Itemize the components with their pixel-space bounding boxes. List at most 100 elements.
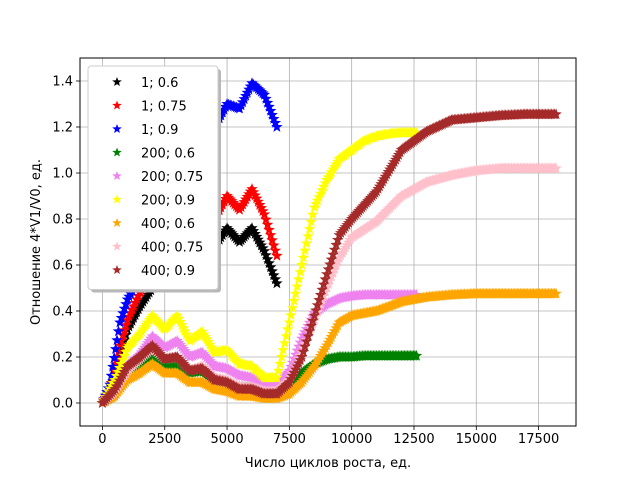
data-point bbox=[180, 328, 193, 340]
data-point bbox=[204, 369, 216, 381]
data-point bbox=[224, 347, 236, 359]
data-point bbox=[174, 315, 186, 327]
legend-marker bbox=[112, 194, 122, 204]
series-9 bbox=[96, 108, 562, 408]
series-group bbox=[96, 77, 562, 408]
y-tick-label: 1.4 bbox=[52, 75, 73, 90]
data-point bbox=[255, 239, 267, 251]
data-point bbox=[226, 227, 238, 239]
x-tick-label: 15000 bbox=[456, 432, 497, 447]
data-point bbox=[296, 351, 308, 362]
data-point bbox=[205, 356, 218, 368]
y-tick-label: 1.2 bbox=[52, 121, 73, 136]
data-point bbox=[275, 351, 288, 362]
legend-entry-label: 1; 0.9 bbox=[141, 123, 178, 138]
data-point bbox=[173, 336, 185, 348]
data-point bbox=[201, 351, 213, 363]
data-point bbox=[171, 351, 183, 362]
data-point bbox=[255, 202, 267, 213]
data-point bbox=[105, 369, 117, 381]
data-point bbox=[176, 356, 188, 367]
data-point bbox=[196, 325, 208, 337]
data-point bbox=[204, 338, 216, 350]
x-tick-label: 7500 bbox=[273, 432, 306, 447]
data-point bbox=[330, 238, 342, 250]
data-point bbox=[247, 186, 260, 198]
data-point bbox=[108, 352, 120, 363]
data-point bbox=[269, 244, 282, 256]
x-axis-label: Число циклов роста, ед. bbox=[245, 456, 411, 471]
data-point bbox=[266, 234, 278, 246]
data-point bbox=[155, 319, 168, 331]
data-point bbox=[112, 345, 125, 357]
data-point bbox=[117, 307, 129, 319]
data-point bbox=[207, 372, 219, 384]
data-point bbox=[263, 223, 275, 235]
data-point bbox=[258, 245, 271, 257]
data-point bbox=[226, 195, 238, 206]
legend-entry-label: 400; 0.6 bbox=[141, 217, 195, 232]
legend: 1; 0.6 1; 0.75 1; 0.9 200; 0.6 200; 0.75 200;… bbox=[87, 65, 221, 293]
data-point bbox=[254, 236, 266, 248]
data-point bbox=[229, 352, 241, 364]
data-point bbox=[299, 340, 311, 352]
y-tick-label: 0.8 bbox=[52, 213, 73, 228]
data-point bbox=[114, 339, 126, 351]
data-point bbox=[307, 208, 319, 220]
legend-entry-label: 400; 0.9 bbox=[141, 264, 195, 279]
data-point bbox=[148, 341, 160, 353]
data-point bbox=[232, 202, 244, 213]
data-point bbox=[268, 239, 280, 251]
data-point bbox=[285, 309, 297, 321]
data-point bbox=[271, 277, 283, 289]
data-point bbox=[300, 335, 313, 347]
data-point bbox=[109, 358, 122, 370]
data-point bbox=[249, 80, 261, 91]
data-point bbox=[310, 304, 322, 316]
data-point bbox=[316, 283, 328, 295]
data-point bbox=[263, 100, 275, 112]
data-point bbox=[232, 356, 244, 367]
data-point bbox=[261, 218, 274, 230]
data-point bbox=[249, 189, 261, 201]
data-point bbox=[148, 311, 160, 323]
data-point bbox=[269, 117, 282, 128]
legend-marker bbox=[112, 77, 122, 86]
data-point bbox=[307, 314, 319, 326]
data-point bbox=[294, 266, 306, 277]
data-point bbox=[176, 319, 188, 330]
data-point bbox=[297, 345, 310, 357]
data-point bbox=[180, 347, 193, 358]
data-point bbox=[319, 273, 331, 285]
data-point bbox=[300, 237, 313, 249]
data-point bbox=[328, 243, 341, 255]
data-point bbox=[224, 193, 236, 205]
data-point bbox=[302, 230, 314, 242]
data-point bbox=[179, 325, 191, 337]
legend-marker bbox=[112, 100, 122, 110]
data-point bbox=[146, 339, 158, 351]
data-point bbox=[317, 278, 330, 290]
data-point bbox=[171, 334, 183, 346]
data-point bbox=[265, 104, 277, 116]
plot-frame bbox=[79, 57, 577, 427]
data-point bbox=[299, 244, 311, 256]
legend-entry-label: 200; 0.75 bbox=[141, 170, 203, 185]
legend-marker bbox=[112, 265, 122, 274]
data-point bbox=[173, 312, 185, 324]
data-point bbox=[410, 126, 423, 138]
data-point bbox=[173, 352, 185, 364]
data-point bbox=[149, 313, 162, 324]
data-point bbox=[109, 343, 122, 354]
data-point bbox=[154, 318, 166, 330]
data-point bbox=[286, 302, 299, 313]
data-point bbox=[269, 273, 282, 285]
legend-box bbox=[87, 65, 219, 290]
data-point bbox=[260, 249, 272, 261]
data-point bbox=[550, 162, 562, 174]
data-point bbox=[198, 348, 210, 359]
x-tick-label: 17500 bbox=[518, 432, 559, 447]
data-point bbox=[305, 319, 317, 331]
x-tick-label: 0 bbox=[98, 432, 106, 447]
